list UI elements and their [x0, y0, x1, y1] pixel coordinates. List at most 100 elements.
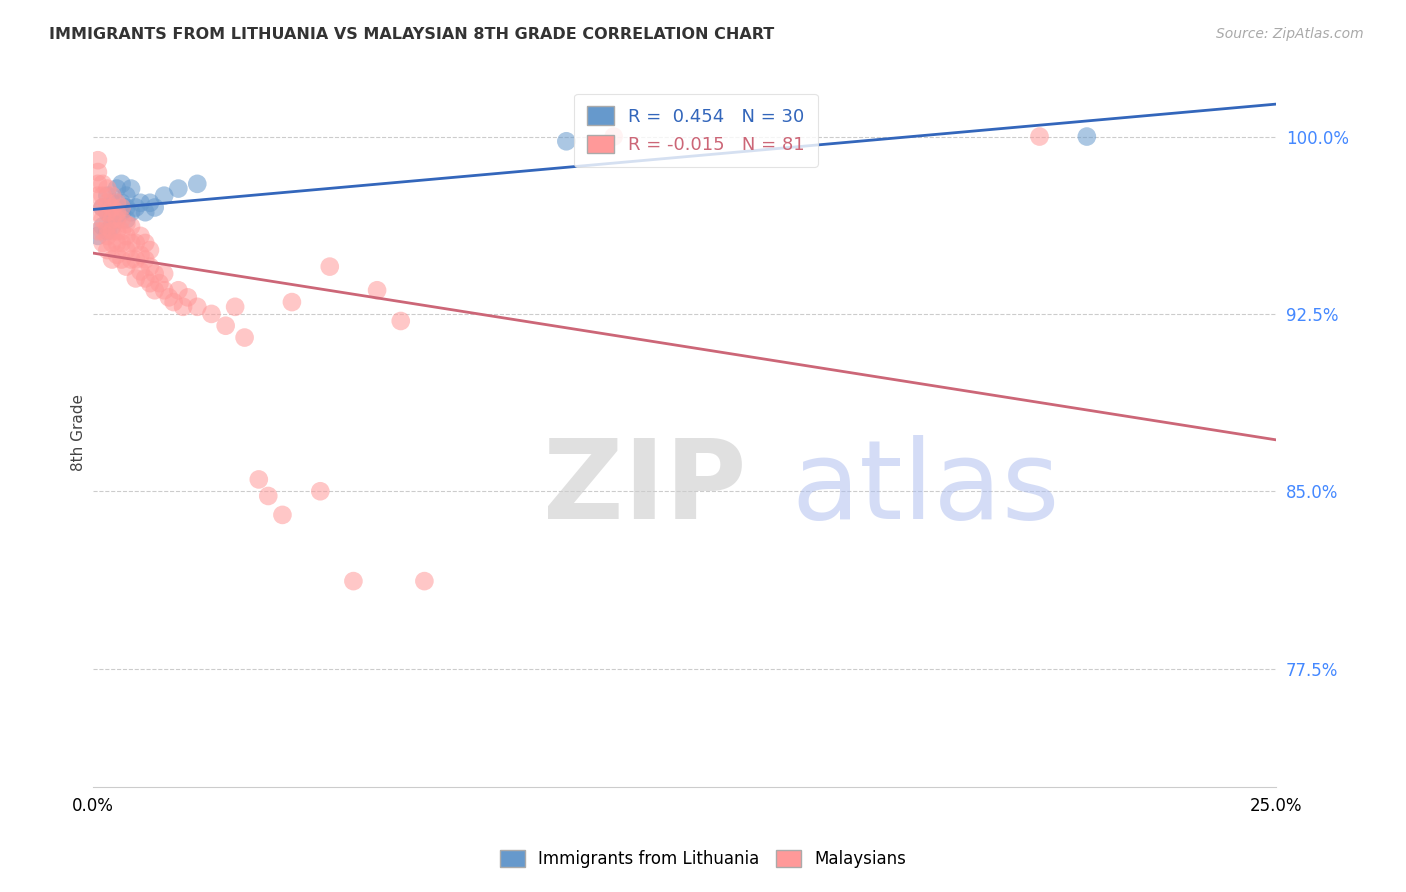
Point [366, 283, 388, 297]
Point [110, 177, 132, 191]
Point [555, 134, 578, 148]
Point [139, 243, 162, 257]
Point [96, 224, 118, 238]
Point [134, 252, 156, 267]
Point [91, 188, 114, 202]
Point [125, 201, 148, 215]
Point [172, 300, 194, 314]
Point [167, 283, 190, 297]
Legend: Immigrants from Lithuania, Malaysians: Immigrants from Lithuania, Malaysians [494, 843, 912, 875]
Point [91, 224, 114, 238]
Point [134, 235, 156, 250]
Point [91, 201, 114, 215]
Point [110, 212, 132, 227]
Point [129, 228, 152, 243]
Point [413, 574, 436, 588]
Point [87, 188, 110, 202]
Point [115, 260, 138, 274]
Point [87, 177, 110, 191]
Point [139, 195, 162, 210]
Point [101, 205, 124, 219]
Point [96, 228, 118, 243]
Point [105, 195, 128, 210]
Point [125, 252, 148, 267]
Point [129, 195, 152, 210]
Point [101, 235, 124, 250]
Point [91, 212, 114, 227]
Point [602, 129, 624, 144]
Point [162, 295, 184, 310]
Point [105, 205, 128, 219]
Text: atlas: atlas [792, 435, 1060, 542]
Point [101, 195, 124, 210]
Point [271, 508, 294, 522]
Point [115, 243, 138, 257]
Point [281, 295, 304, 310]
Point [96, 219, 118, 234]
Point [139, 260, 162, 274]
Legend: R =  0.454   N = 30, R = -0.015   N = 81: R = 0.454 N = 30, R = -0.015 N = 81 [574, 94, 817, 167]
Point [120, 181, 142, 195]
Point [120, 219, 142, 234]
Point [125, 235, 148, 250]
Point [105, 235, 128, 250]
Point [101, 219, 124, 234]
Point [153, 283, 176, 297]
Point [105, 224, 128, 238]
Point [115, 228, 138, 243]
Point [139, 276, 162, 290]
Point [120, 205, 142, 219]
Point [157, 290, 180, 304]
Point [319, 260, 342, 274]
Point [91, 219, 114, 234]
Point [247, 472, 270, 486]
Point [101, 212, 124, 227]
Point [96, 205, 118, 219]
Point [177, 290, 200, 304]
Point [215, 318, 238, 333]
Point [115, 217, 138, 231]
Point [96, 205, 118, 219]
Point [105, 181, 128, 195]
Point [153, 188, 176, 202]
Point [110, 252, 132, 267]
Point [148, 276, 170, 290]
Point [91, 177, 114, 191]
Point [91, 235, 114, 250]
Point [134, 205, 156, 219]
Point [129, 264, 152, 278]
Point [115, 188, 138, 202]
Point [101, 224, 124, 238]
Point [167, 181, 190, 195]
Point [143, 283, 166, 297]
Point [115, 201, 138, 215]
Point [87, 153, 110, 168]
Point [224, 300, 246, 314]
Point [143, 201, 166, 215]
Text: Source: ZipAtlas.com: Source: ZipAtlas.com [1216, 27, 1364, 41]
Point [96, 181, 118, 195]
Point [110, 201, 132, 215]
Text: ZIP: ZIP [543, 435, 747, 542]
Point [105, 248, 128, 262]
Point [1076, 129, 1098, 144]
Point [101, 188, 124, 202]
Point [101, 201, 124, 215]
Point [143, 267, 166, 281]
Point [87, 205, 110, 219]
Point [110, 205, 132, 219]
Text: IMMIGRANTS FROM LITHUANIA VS MALAYSIAN 8TH GRADE CORRELATION CHART: IMMIGRANTS FROM LITHUANIA VS MALAYSIAN 8… [49, 27, 775, 42]
Point [105, 201, 128, 215]
Point [186, 300, 208, 314]
Point [87, 228, 110, 243]
Y-axis label: 8th Grade: 8th Grade [72, 393, 86, 471]
Point [153, 267, 176, 281]
Point [87, 224, 110, 238]
Point [233, 330, 256, 344]
Point [389, 314, 412, 328]
Point [91, 201, 114, 215]
Point [101, 252, 124, 267]
Point [96, 188, 118, 202]
Point [1028, 129, 1050, 144]
Point [105, 212, 128, 227]
